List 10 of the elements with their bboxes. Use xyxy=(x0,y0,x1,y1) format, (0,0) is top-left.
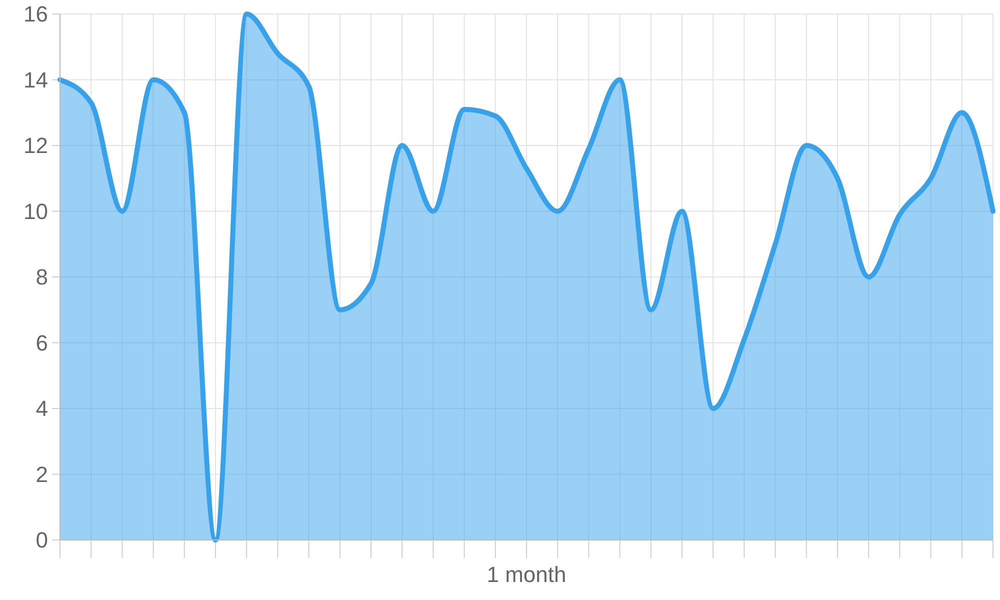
x-axis-title: 1 month xyxy=(486,562,566,587)
y-tick-label: 14 xyxy=(24,67,48,92)
y-tick-label: 8 xyxy=(36,264,48,290)
y-tick-label: 4 xyxy=(36,396,48,422)
y-tick-label: 16 xyxy=(24,2,48,27)
y-tick-label: 2 xyxy=(36,462,48,487)
y-tick-label: 12 xyxy=(24,133,48,158)
y-tick-label: 10 xyxy=(24,198,48,224)
y-tick-label: 0 xyxy=(36,528,48,553)
y-tick-label: 6 xyxy=(36,330,48,356)
